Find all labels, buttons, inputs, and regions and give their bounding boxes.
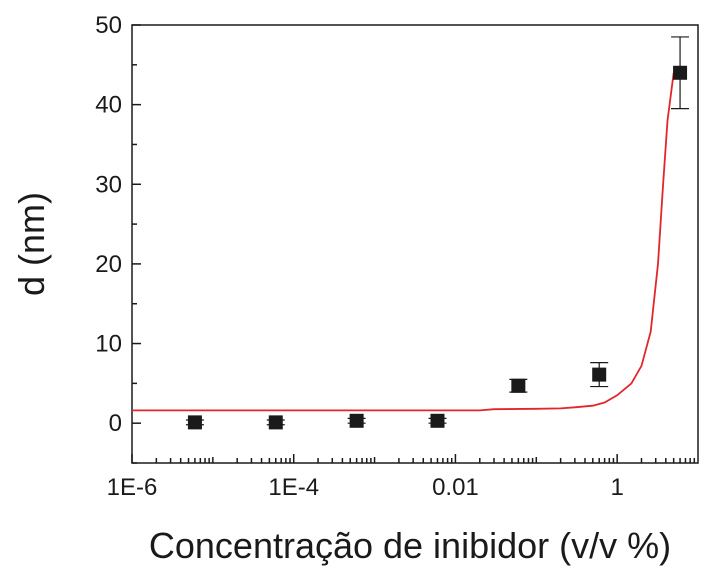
data-point [347, 413, 366, 428]
data-points [185, 36, 690, 430]
plot-area: 0 10 20 30 40 50 1E-6 1E-4 0.01 1 [95, 12, 699, 501]
y-tick-label: 50 [95, 12, 122, 39]
square-marker [349, 413, 364, 428]
square-marker [187, 415, 202, 430]
y-tick-label: 30 [95, 171, 122, 198]
plot-frame [131, 24, 699, 464]
data-point [509, 378, 528, 393]
x-axis-ticks: 1E-6 1E-4 0.01 1 [107, 454, 696, 501]
y-tick-label: 20 [95, 251, 122, 278]
x-tick-label: 1 [610, 474, 623, 501]
data-point [671, 36, 690, 110]
y-axis-title: d (nm) [11, 192, 52, 296]
y-tick-label: 0 [109, 410, 122, 437]
data-point [428, 413, 447, 428]
data-point [185, 415, 204, 430]
square-marker [673, 65, 688, 80]
y-tick-label: 40 [95, 92, 122, 119]
x-tick-label: 1E-6 [107, 474, 158, 501]
data-point [266, 415, 285, 430]
fit-line [132, 72, 675, 412]
fit-curve [132, 72, 675, 412]
x-tick-label: 0.01 [432, 474, 479, 501]
x-axis-title: Concentração de inibidor (v/v %) [149, 525, 671, 566]
data-point [590, 362, 609, 388]
x-tick-label: 1E-4 [268, 474, 319, 501]
y-axis-ticks: 0 10 20 30 40 50 [95, 12, 141, 464]
square-marker [511, 378, 526, 393]
square-marker [430, 413, 445, 428]
square-marker [268, 415, 283, 430]
y-tick-label: 10 [95, 331, 122, 358]
square-marker [592, 367, 607, 382]
